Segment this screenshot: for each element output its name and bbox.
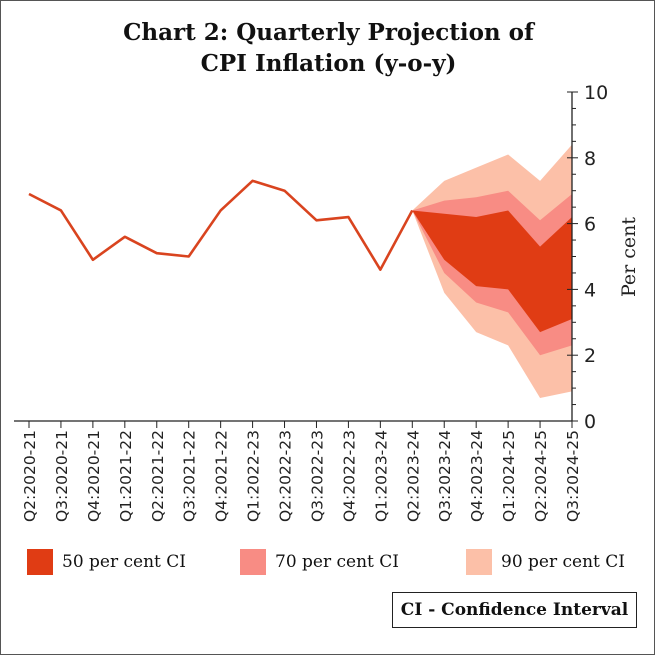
- x-tick-label: Q3:2024-25: [564, 430, 582, 522]
- legend-item-90: 90 per cent CI: [466, 549, 625, 575]
- x-tick-label: Q1:2021-22: [117, 430, 135, 522]
- x-tick-label: Q3:2023-24: [436, 430, 454, 522]
- x-tick-label: Q4:2020-21: [85, 430, 103, 522]
- legend-label-50: 50 per cent CI: [62, 552, 186, 572]
- y-tick-label: 10: [584, 82, 608, 104]
- y-axis-label: Per cent: [618, 217, 640, 297]
- x-tick-label: Q4:2021-22: [213, 430, 231, 522]
- x-tick-label: Q2:2024-25: [532, 430, 550, 522]
- y-tick-label: 4: [584, 279, 596, 301]
- legend-item-70: 70 per cent CI: [240, 549, 399, 575]
- y-tick-label: 8: [584, 148, 596, 170]
- legend-swatch-90: [466, 549, 492, 575]
- x-tick-label: Q2:2020-21: [21, 430, 39, 522]
- legend-label-70: 70 per cent CI: [275, 552, 399, 572]
- ci-note: CI - Confidence Interval: [392, 592, 637, 628]
- legend-item-50: 50 per cent CI: [27, 549, 186, 575]
- x-tick-label: Q4:2023-24: [468, 430, 486, 522]
- x-tick-label: Q1:2023-24: [372, 430, 390, 522]
- x-tick-label: Q4:2022-23: [340, 430, 358, 522]
- y-tick-label: 2: [584, 345, 596, 367]
- legend-swatch-70: [240, 549, 266, 575]
- x-tick-label: Q1:2024-25: [500, 430, 518, 522]
- series-line: [28, 179, 414, 271]
- legend-swatch-50: [27, 549, 53, 575]
- chart-title: Chart 2: Quarterly Projection of CPI Inf…: [1, 17, 654, 79]
- chart-title-line-1: Chart 2: Quarterly Projection of: [123, 19, 534, 46]
- x-tick-label: Q2:2022-23: [277, 430, 295, 522]
- y-tick-label: 6: [584, 214, 596, 236]
- x-tick-label: Q3:2022-23: [308, 430, 326, 522]
- x-tick-label: Q3:2021-22: [181, 430, 199, 522]
- x-tick-label: Q3:2020-21: [53, 430, 71, 522]
- fan-band-50: [412, 210, 572, 333]
- y-tick-label: 0: [584, 411, 596, 433]
- legend-label-90: 90 per cent CI: [501, 552, 625, 572]
- x-tick-label: Q1:2022-23: [245, 430, 263, 522]
- x-tick-label: Q2:2021-22: [149, 430, 167, 522]
- chart-title-line-2: CPI Inflation (y-o-y): [200, 50, 457, 77]
- x-tick-label: Q2:2023-24: [404, 430, 422, 522]
